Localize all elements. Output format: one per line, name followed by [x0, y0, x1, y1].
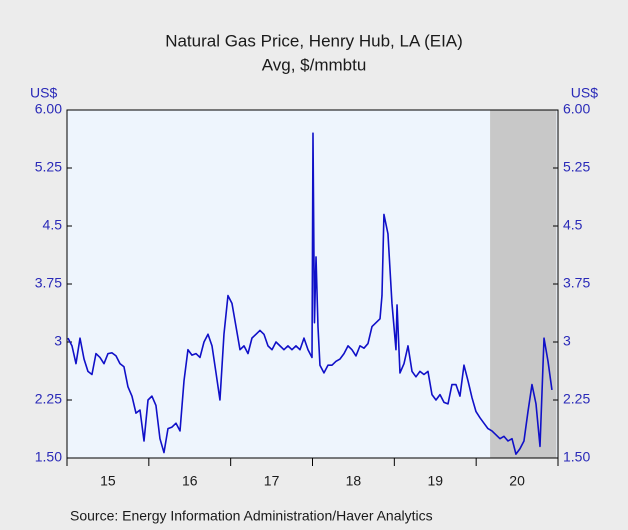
y-tick-label: 3.75	[35, 275, 62, 291]
chart-title: Natural Gas Price, Henry Hub, LA (EIA)	[165, 31, 463, 50]
y-tick-label: 1.50	[35, 449, 62, 465]
chart-subtitle: Avg, $/mmbtu	[262, 55, 367, 74]
x-tick-label: 19	[427, 473, 443, 489]
y2-tick-label: 3.75	[563, 275, 590, 291]
plot-border	[66, 109, 559, 459]
y2-tick-label: 3	[563, 333, 571, 349]
x-tick-label: 20	[509, 473, 525, 489]
y-tick-label: 2.25	[35, 391, 62, 407]
y2-tick-label: 5.25	[563, 159, 590, 175]
price-line	[67, 132, 553, 455]
x-tick-label: 16	[182, 473, 198, 489]
x-tick-label: 17	[264, 473, 280, 489]
shaded-period	[490, 110, 557, 458]
y-tick-label: 6.00	[35, 101, 62, 117]
y2-tick-label: 6.00	[563, 101, 590, 117]
y-tick-label: 5.25	[35, 159, 62, 175]
x-tick-label: 15	[100, 473, 116, 489]
y-tick-label: 3	[54, 333, 62, 349]
y-tick-label: 4.5	[43, 217, 63, 233]
y2-tick-label: 4.5	[563, 217, 583, 233]
y-axis-label: US$	[30, 85, 57, 101]
y2-tick-label: 2.25	[563, 391, 590, 407]
source-note: Source: Energy Information Administratio…	[70, 508, 433, 524]
y2-tick-label: 1.50	[563, 449, 590, 465]
y2-axis-label: US$	[571, 85, 598, 101]
x-tick-label: 18	[346, 473, 362, 489]
